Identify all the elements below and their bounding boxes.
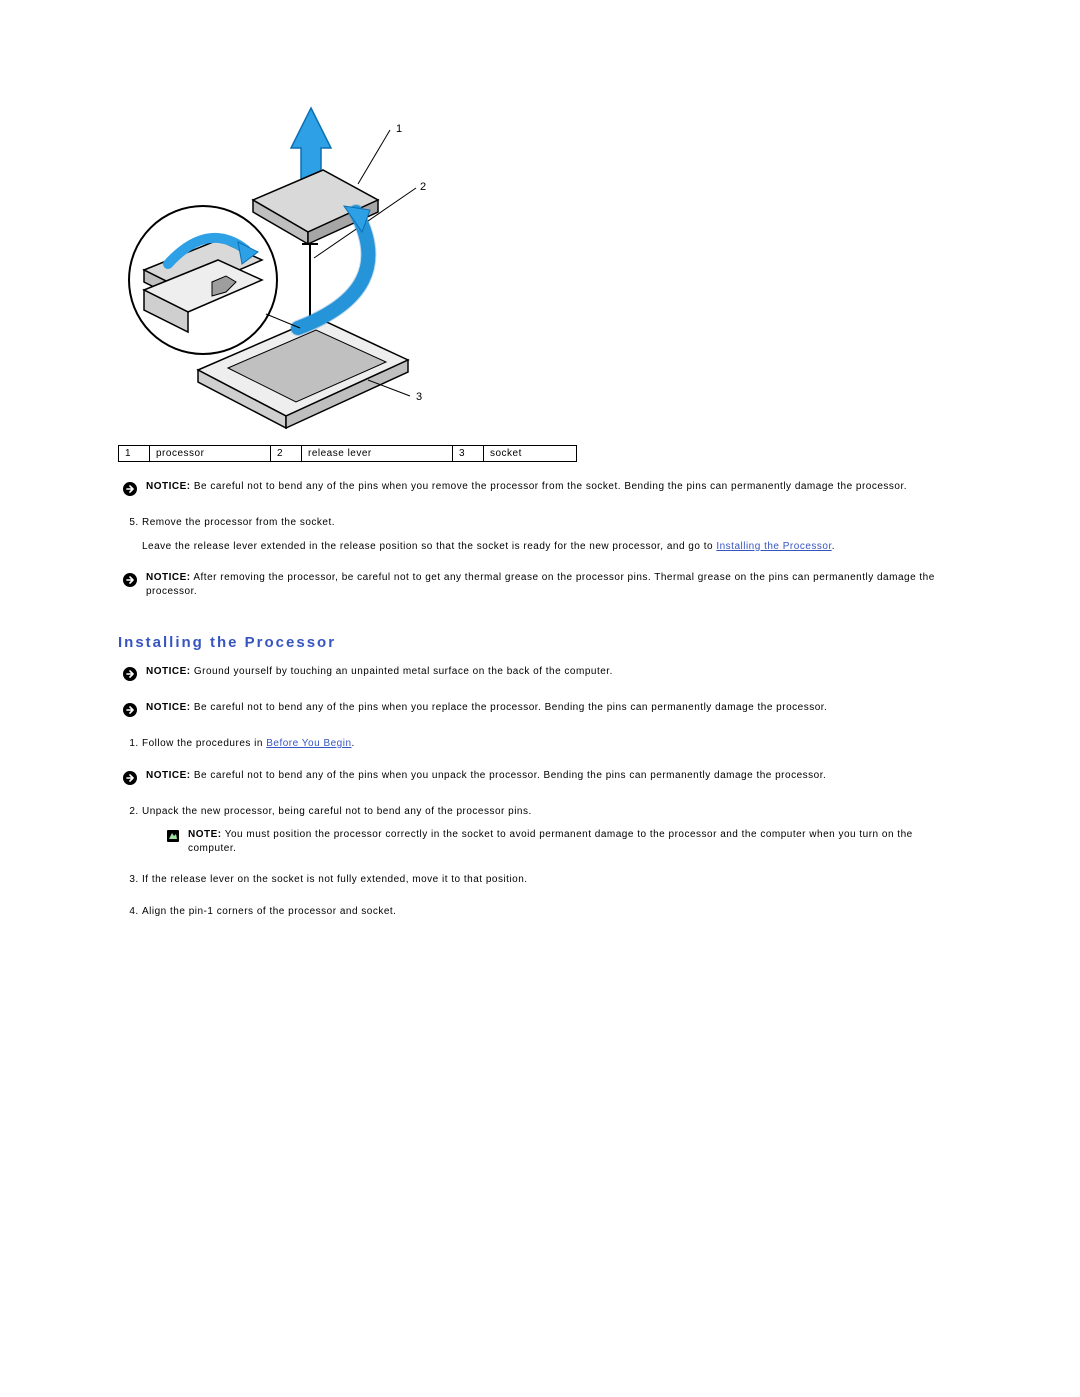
step-5-sub-a: Leave the release lever extended in the …	[142, 541, 716, 552]
table-row: 1 processor 2 release lever 3 socket	[119, 446, 577, 462]
document-page: 1 2 3	[0, 0, 1080, 976]
notice-body: After removing the processor, be careful…	[146, 572, 935, 597]
legend-num-1: 1	[119, 446, 150, 462]
notice-3: NOTICE: Ground yourself by touching an u…	[122, 665, 962, 685]
notice-2: NOTICE: After removing the processor, be…	[122, 571, 962, 598]
notice-label: NOTICE:	[146, 572, 191, 583]
notice-label: NOTICE:	[146, 770, 191, 781]
note-1: NOTE: You must position the processor co…	[166, 828, 962, 855]
link-before-you-begin[interactable]: Before You Begin	[266, 738, 351, 749]
note-icon	[166, 829, 182, 848]
legend-label-3: socket	[484, 446, 577, 462]
notice-label: NOTICE:	[146, 666, 191, 677]
note-body: You must position the processor correctl…	[188, 829, 913, 854]
remove-steps: Remove the processor from the socket. Le…	[142, 516, 962, 553]
notice-4: NOTICE: Be careful not to bend any of th…	[122, 701, 962, 721]
legend-num-2: 2	[271, 446, 302, 462]
note-label: NOTE:	[188, 829, 222, 840]
legend-num-3: 3	[453, 446, 484, 462]
callout-1: 1	[396, 123, 403, 135]
notice-body: Be careful not to bend any of the pins w…	[191, 770, 827, 781]
notice-icon	[122, 481, 140, 500]
install-step-3-text: If the release lever on the socket is no…	[142, 874, 528, 885]
notice-icon	[122, 702, 140, 721]
notice-5: NOTICE: Be careful not to bend any of th…	[122, 769, 962, 789]
note-text: NOTE: You must position the processor co…	[188, 828, 962, 855]
install-step-1-b: .	[352, 738, 355, 749]
link-installing-processor[interactable]: Installing the Processor	[716, 541, 831, 552]
install-step-1-a: Follow the procedures in	[142, 738, 266, 749]
notice-text: NOTICE: Ground yourself by touching an u…	[146, 665, 962, 679]
install-step-4: Align the pin-1 corners of the processor…	[142, 905, 962, 919]
install-steps-2: Unpack the new processor, being careful …	[142, 805, 962, 919]
install-step-4-text: Align the pin-1 corners of the processor…	[142, 906, 396, 917]
notice-label: NOTICE:	[146, 481, 191, 492]
notice-label: NOTICE:	[146, 702, 191, 713]
notice-icon	[122, 572, 140, 591]
step-5-sub: Leave the release lever extended in the …	[142, 540, 962, 554]
notice-text: NOTICE: After removing the processor, be…	[146, 571, 962, 598]
notice-text: NOTICE: Be careful not to bend any of th…	[146, 769, 962, 783]
notice-body: Be careful not to bend any of the pins w…	[191, 481, 907, 492]
step-5-text: Remove the processor from the socket.	[142, 517, 335, 528]
install-step-2: Unpack the new processor, being careful …	[142, 805, 962, 856]
notice-body: Be careful not to bend any of the pins w…	[191, 702, 828, 713]
notice-text: NOTICE: Be careful not to bend any of th…	[146, 701, 962, 715]
notice-text: NOTICE: Be careful not to bend any of th…	[146, 480, 962, 494]
install-step-3: If the release lever on the socket is no…	[142, 873, 962, 887]
processor-diagram: 1 2 3	[118, 100, 962, 433]
notice-body: Ground yourself by touching an unpainted…	[191, 666, 613, 677]
install-step-2-text: Unpack the new processor, being careful …	[142, 806, 532, 817]
step-5: Remove the processor from the socket. Le…	[142, 516, 962, 553]
install-step-1: Follow the procedures in Before You Begi…	[142, 737, 962, 751]
install-steps-1: Follow the procedures in Before You Begi…	[142, 737, 962, 751]
callout-3: 3	[416, 391, 423, 403]
section-heading-installing: Installing the Processor	[118, 634, 962, 651]
callout-2: 2	[420, 181, 427, 193]
notice-icon	[122, 770, 140, 789]
notice-icon	[122, 666, 140, 685]
notice-1: NOTICE: Be careful not to bend any of th…	[122, 480, 962, 500]
legend-label-2: release lever	[302, 446, 453, 462]
legend-table: 1 processor 2 release lever 3 socket	[118, 445, 577, 462]
legend-label-1: processor	[150, 446, 271, 462]
step-5-sub-b: .	[832, 541, 835, 552]
